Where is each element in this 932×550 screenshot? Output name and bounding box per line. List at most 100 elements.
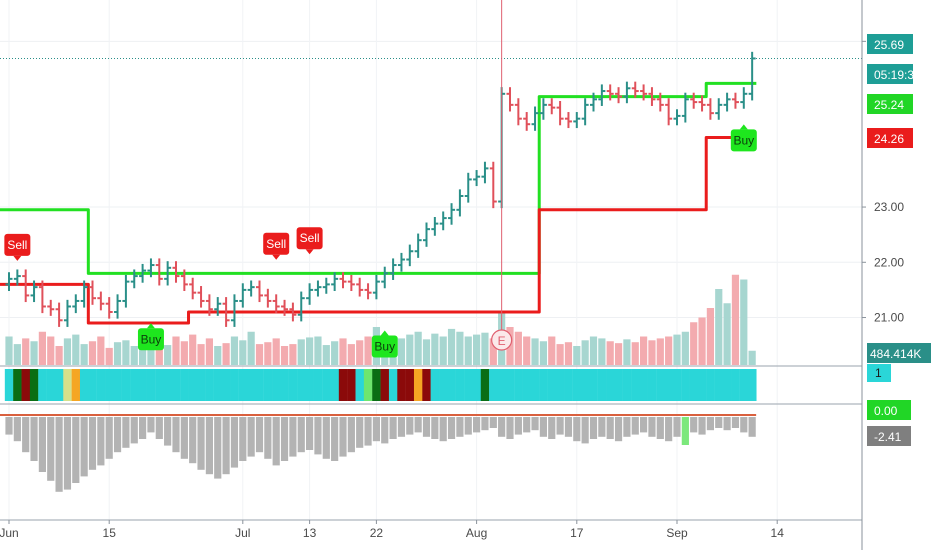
signal-sell[interactable]: Sell [296,227,323,255]
osc-badge [867,426,911,446]
state-cell [422,369,431,401]
signal-buy[interactable]: Buy [371,330,398,358]
state-cell [297,369,306,401]
time-tick-label: Jun [0,526,19,540]
oscillator-bar [88,417,97,470]
volume-bar [222,343,230,365]
ohlc-bar [431,216,439,236]
earnings-marker[interactable] [491,329,513,351]
oscillator-bar [589,417,598,439]
state-cell [372,369,381,401]
ohlc-bar [456,189,464,217]
ohlc-bar [464,172,472,203]
signal-box [4,233,31,256]
state-cell [530,369,540,401]
time-tick-label: 22 [370,526,384,540]
ohlc-bar [105,297,113,319]
volume-bar [331,341,339,365]
lower-band-line [0,135,757,325]
volume-bar [297,339,305,365]
state-cell [363,369,373,401]
volume-bar [656,338,664,365]
oscillator-bar [5,417,13,435]
oscillator-bar [47,417,55,481]
ohlc-bar [180,269,188,292]
state-cell [597,369,607,401]
signal-buy[interactable]: Buy [730,124,757,152]
volume-bar [214,346,222,365]
oscillator-bar [255,417,264,453]
state-cell [255,369,264,401]
oscillator-bar [523,417,531,433]
oscillator-bar [514,417,522,435]
state-cell [322,369,331,401]
volume-bar [481,332,489,365]
ohlc-bar [606,84,614,101]
oscillator-bar [122,417,130,448]
state-cell [71,369,81,401]
volume-badge-label: 484.414K [870,347,921,361]
signal-box [371,335,398,358]
state-cell [46,369,56,401]
signal-pointer [146,323,155,329]
ohlc-bar [731,92,739,109]
oscillator-bar [489,417,497,428]
ohlc-bar [723,92,731,112]
price-axis[interactable]: 26.0023.0022.0021.0025.6905:19:3525.2424… [861,0,932,550]
oscillator-bar [539,417,547,437]
volume-bar [698,317,706,365]
ohlc-bar [189,277,197,300]
ohlc-bar [155,258,163,286]
state-cell [405,369,415,401]
oscillator-bar [631,417,639,435]
ohlc-bar [598,84,606,106]
oscillator-bar [22,417,30,453]
ohlc-bar [230,294,238,327]
volume-bar [573,346,581,365]
oscillator-bar [230,417,239,468]
ohlc-bar [114,294,122,319]
oscillator-bar [105,417,113,459]
state-cell [656,369,665,401]
price-badge [867,128,913,148]
signal-sell[interactable]: Sell [263,232,290,260]
signal-text: Sell [266,237,286,251]
oscillator-bar [189,417,197,464]
volume-bar [706,308,714,365]
oscillator-bar [681,417,689,445]
state-cell [647,369,657,401]
signal-buy[interactable]: Buy [137,323,164,351]
ohlc-bar [256,280,263,303]
state-cell [631,369,640,401]
ohlc-bar [673,109,681,126]
ohlc-bar [640,84,648,101]
ohlc-bar [397,252,405,272]
ohlc-bar [372,274,380,300]
oscillator-bar [239,417,247,461]
state-cell [664,369,674,401]
state-cell [430,369,440,401]
price-tick-label: 22.00 [874,255,904,269]
ohlc-bar [473,170,481,187]
ohlc-bar [623,81,631,104]
volume-bar [80,344,88,365]
state-cell [238,369,248,401]
oscillator-bar [614,417,623,442]
signal-labels[interactable]: Sell Sell Sell Buy Buy Buy [4,124,757,358]
oscillator-bar [38,417,46,472]
oscillator-bar [264,417,272,459]
ohlc-bar [531,106,539,131]
oscillator-bar [665,417,673,442]
signal-text: Buy [374,339,395,353]
oscillator-bar [164,417,172,446]
ohlc-bar [281,299,289,316]
state-cell [355,369,365,401]
oscillator-bar [690,417,698,433]
signal-sell[interactable]: Sell [4,233,31,261]
state-cell [96,369,106,401]
time-axis[interactable]: Jun 15 Jul 13 22 Aug 17 Sep 14 [0,520,784,540]
ohlc-bar [322,277,330,294]
volume-bar [665,336,673,365]
state-cell [413,369,423,401]
